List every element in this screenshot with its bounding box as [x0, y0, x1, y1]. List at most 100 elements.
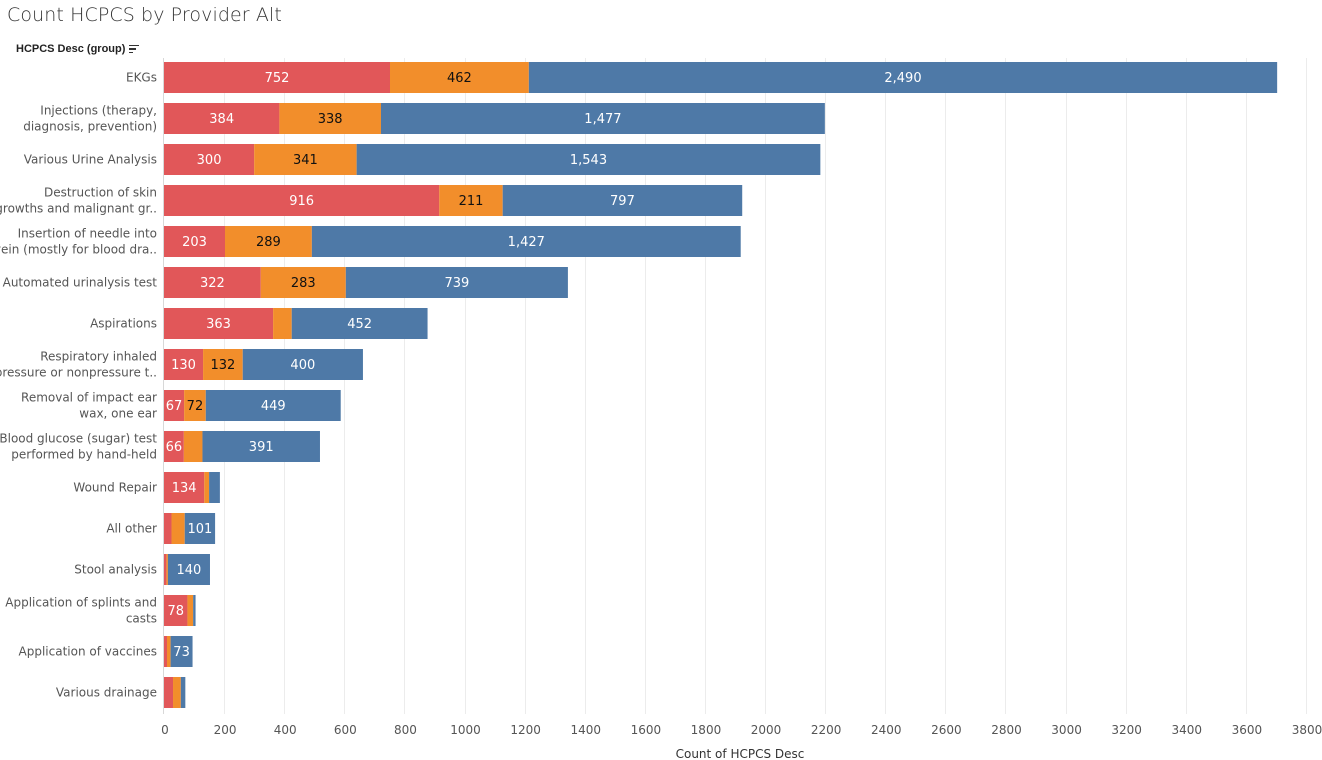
bar-segment-blue[interactable]: [180, 677, 186, 708]
bar-segment-orange[interactable]: [203, 349, 243, 380]
bar-segment-orange[interactable]: [167, 636, 171, 667]
data-label: 283: [291, 276, 316, 291]
bar-segment-red[interactable]: [164, 431, 184, 462]
bar-segment-red[interactable]: [164, 62, 390, 93]
category-label: Stool analysis: [74, 563, 157, 577]
bar-segment-red[interactable]: [164, 472, 205, 503]
category-label: Application of splints and: [5, 596, 157, 610]
bar-row: Automated urinalysis test 322 283 739: [3, 267, 568, 298]
data-label: 300: [197, 153, 222, 168]
x-tick-label: 2400: [871, 723, 902, 737]
y-axis-header[interactable]: HCPCS Desc (group): [16, 43, 140, 55]
x-tick-labels: 0 200 400 600 800 1000 1200 1400 1600 1800 2000 220…: [161, 723, 1322, 737]
category-label: performed by hand-held: [11, 448, 157, 462]
data-label: 67: [166, 399, 183, 414]
bar-segment-orange[interactable]: [439, 185, 503, 216]
bar-segment-orange[interactable]: [389, 62, 529, 93]
bar-segment-orange[interactable]: [204, 472, 210, 503]
x-tick-label: 1000: [450, 723, 481, 737]
bar-segment-blue[interactable]: [184, 513, 216, 544]
bar-segment-orange[interactable]: [225, 226, 312, 257]
bar-segment-blue[interactable]: [193, 595, 196, 626]
bar-segment-red[interactable]: [164, 513, 172, 544]
bar-segment-orange[interactable]: [254, 144, 357, 175]
data-label: 73: [173, 645, 190, 660]
x-tick-label: 3400: [1172, 723, 1203, 737]
data-label: 739: [444, 276, 469, 291]
bar-row: Wound Repair 134: [73, 472, 220, 503]
bar-segment-blue[interactable]: [356, 144, 821, 175]
x-tick-label: 400: [274, 723, 297, 737]
bar-segment-blue[interactable]: [380, 103, 825, 134]
data-label: 1,477: [584, 112, 621, 127]
data-label: 462: [447, 71, 472, 86]
data-label: 400: [290, 358, 315, 373]
data-label: 134: [172, 481, 197, 496]
bar-segment-blue[interactable]: [291, 308, 428, 339]
bar-segment-orange[interactable]: [187, 595, 194, 626]
bar-segment-blue[interactable]: [242, 349, 363, 380]
bar-segment-red[interactable]: [164, 103, 280, 134]
category-label: diagnosis, prevention): [23, 120, 157, 134]
bar-row: Removal of impact ear wax, one ear 67 72 449: [21, 390, 341, 421]
category-label: Application of vaccines: [19, 645, 157, 659]
bar-segment-red[interactable]: [164, 226, 226, 257]
bar-segment-orange[interactable]: [171, 513, 185, 544]
bar-segment-blue[interactable]: [167, 554, 210, 585]
x-tick-label: 2000: [751, 723, 782, 737]
bar-segment-red[interactable]: [164, 267, 261, 298]
data-label: 322: [200, 276, 225, 291]
bar-segment-blue[interactable]: [205, 390, 341, 421]
data-label: 203: [182, 235, 207, 250]
data-label: 338: [318, 112, 343, 127]
bar-segment-red[interactable]: [164, 144, 255, 175]
bar-row: EKGs 752 462 2,490: [126, 62, 1278, 93]
x-axis-title: Count of HCPCS Desc: [676, 747, 805, 760]
bar-row: Various drainage: [56, 677, 186, 708]
category-label: Blood glucose (sugar) test: [0, 432, 157, 446]
data-label: 797: [610, 194, 635, 209]
data-label: 752: [265, 71, 290, 86]
bar-segment-blue[interactable]: [345, 267, 568, 298]
data-label: 140: [177, 563, 202, 578]
data-label: 1,543: [570, 153, 607, 168]
bar-segment-blue[interactable]: [209, 472, 220, 503]
data-label: 916: [289, 194, 314, 209]
bar-segment-blue[interactable]: [170, 636, 193, 667]
sort-icon[interactable]: [129, 44, 140, 54]
x-tick-label: 600: [334, 723, 357, 737]
bar-segment-blue[interactable]: [528, 62, 1278, 93]
bar-segment-red[interactable]: [164, 677, 174, 708]
data-label: 132: [210, 358, 235, 373]
bar-segment-orange[interactable]: [183, 431, 203, 462]
category-label: wax, one ear: [79, 407, 157, 421]
x-tick-label: 1200: [510, 723, 541, 737]
bar-segment-red[interactable]: [164, 390, 185, 421]
bar-segment-orange[interactable]: [279, 103, 381, 134]
bar-segment-orange[interactable]: [166, 554, 168, 585]
category-label: vein (mostly for blood dra..: [0, 243, 157, 257]
category-label: pressure or nonpressure t..: [0, 366, 157, 380]
bar-segment-red[interactable]: [164, 349, 204, 380]
x-tick-label: 1600: [631, 723, 662, 737]
bar-segment-red[interactable]: [164, 554, 167, 585]
bar-segment-blue[interactable]: [202, 431, 320, 462]
bar-segment-red[interactable]: [164, 308, 274, 339]
bar-segment-red[interactable]: [164, 185, 440, 216]
data-label: 78: [167, 604, 184, 619]
bar-segment-orange[interactable]: [260, 267, 346, 298]
bar-segment-blue[interactable]: [502, 185, 743, 216]
bar-segment-red[interactable]: [164, 595, 188, 626]
data-label: 289: [256, 235, 281, 250]
bar-segment-blue[interactable]: [311, 226, 741, 257]
data-label: 341: [293, 153, 318, 168]
bar-segment-orange[interactable]: [184, 390, 206, 421]
category-label: EKGs: [126, 71, 157, 85]
category-label: Wound Repair: [73, 481, 157, 495]
bar-segment-orange[interactable]: [173, 677, 181, 708]
bar-segment-orange[interactable]: [273, 308, 292, 339]
data-label: 1,427: [508, 235, 545, 250]
bar-row: Insertion of needle into vein (mostly for…: [0, 226, 741, 257]
bar-row: Injections (therapy, diagnosis, preventio…: [23, 103, 825, 134]
bar-segment-red[interactable]: [164, 636, 168, 667]
